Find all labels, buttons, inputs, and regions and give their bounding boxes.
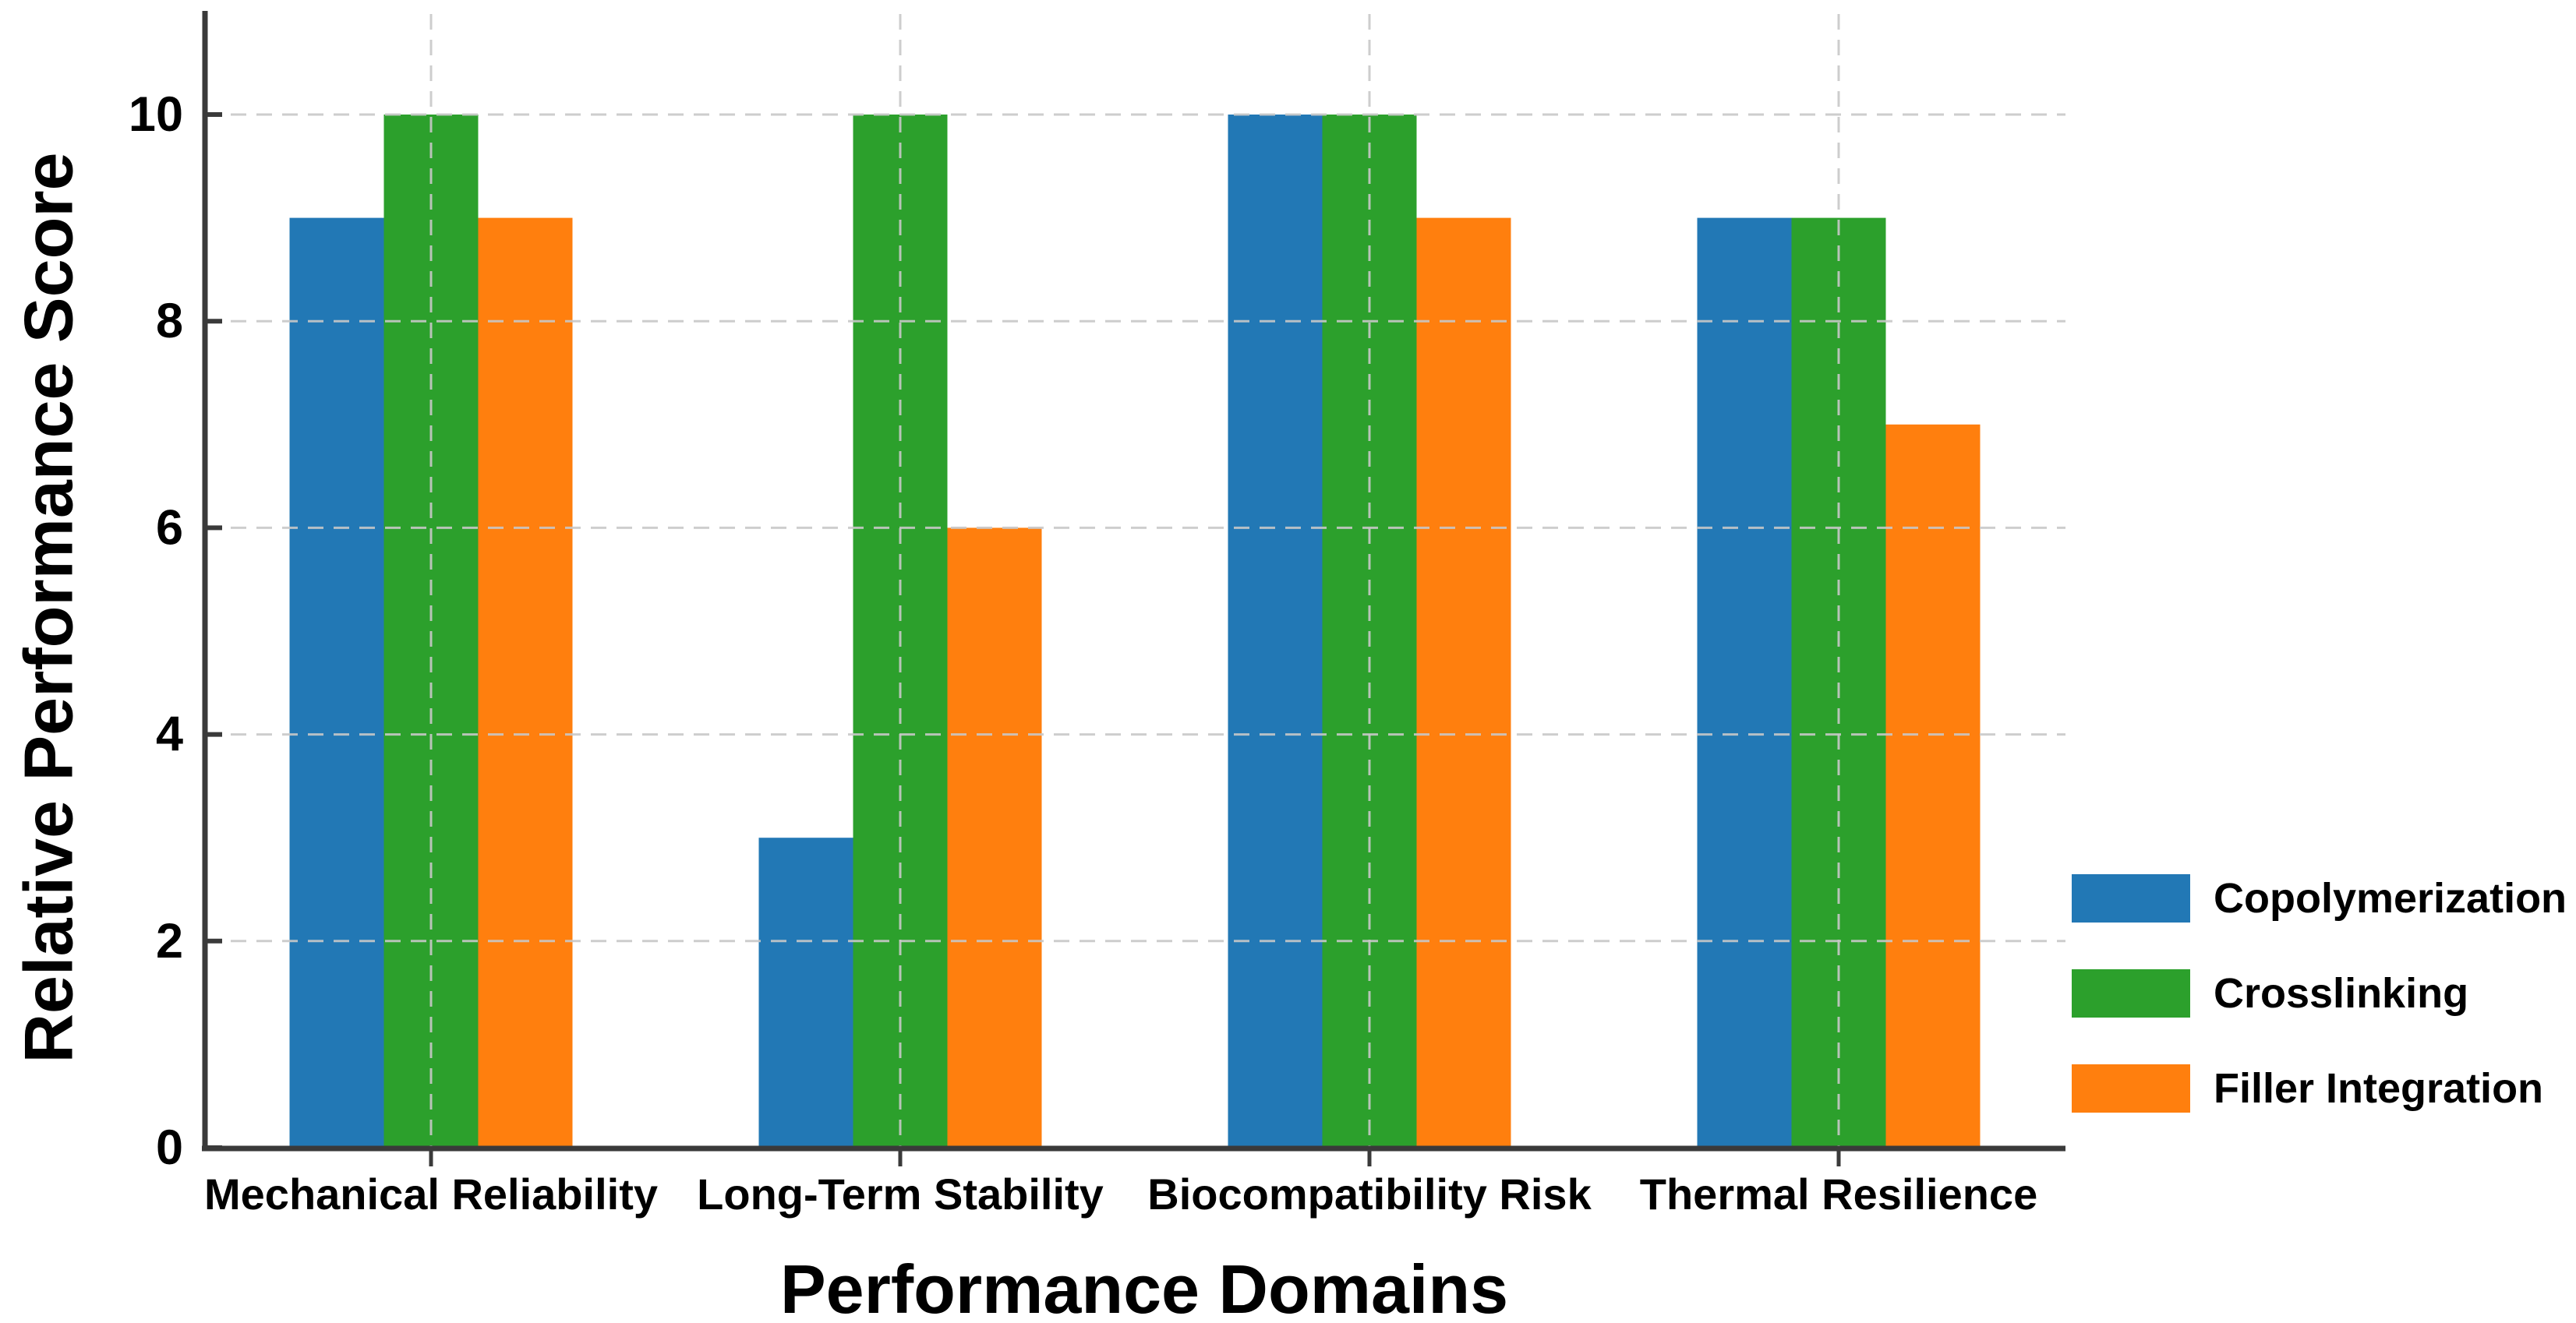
x-axis-title: Performance Domains <box>780 1251 1508 1323</box>
bar-copolymerization-thermal-resilience <box>1697 217 1792 1148</box>
y-tick-label: 0 <box>156 1120 183 1175</box>
filler-integration-swatch <box>2072 1064 2190 1113</box>
bar-copolymerization-mechanical-reliability <box>289 217 384 1148</box>
y-tick-label: 4 <box>156 707 183 762</box>
bar-copolymerization-long-term-stability <box>758 838 853 1148</box>
x-category-label: Long-Term Stability <box>697 1170 1104 1219</box>
bar-filler-integration-thermal-resilience <box>1885 424 1981 1148</box>
crosslinking-swatch <box>2072 969 2190 1018</box>
legend: Copolymerization Crosslinking Filler Int… <box>2072 874 2567 1113</box>
y-axis-title: Relative Performance Score <box>10 152 87 1063</box>
bar-copolymerization-biocompatibility-risk <box>1228 115 1323 1148</box>
legend-label: Crosslinking <box>2214 970 2469 1017</box>
y-tick-label: 8 <box>156 294 183 348</box>
y-tick-label: 2 <box>156 914 183 968</box>
legend-label: Copolymerization <box>2214 875 2567 922</box>
legend-label: Filler Integration <box>2214 1065 2544 1112</box>
legend-item-filler-integration: Filler Integration <box>2072 1064 2567 1113</box>
bar-filler-integration-long-term-stability <box>947 527 1042 1148</box>
legend-item-copolymerization: Copolymerization <box>2072 874 2567 923</box>
copolymerization-swatch <box>2072 874 2190 923</box>
x-category-label: Mechanical Reliability <box>204 1170 658 1219</box>
y-tick-label: 10 <box>129 87 183 142</box>
y-tick-label: 6 <box>156 500 183 555</box>
bar-filler-integration-mechanical-reliability <box>478 217 573 1148</box>
x-category-label: Thermal Resilience <box>1640 1170 2037 1219</box>
bar-filler-integration-biocompatibility-risk <box>1416 217 1511 1148</box>
legend-item-crosslinking: Crosslinking <box>2072 969 2567 1018</box>
x-category-label: Biocompatibility Risk <box>1147 1170 1592 1219</box>
